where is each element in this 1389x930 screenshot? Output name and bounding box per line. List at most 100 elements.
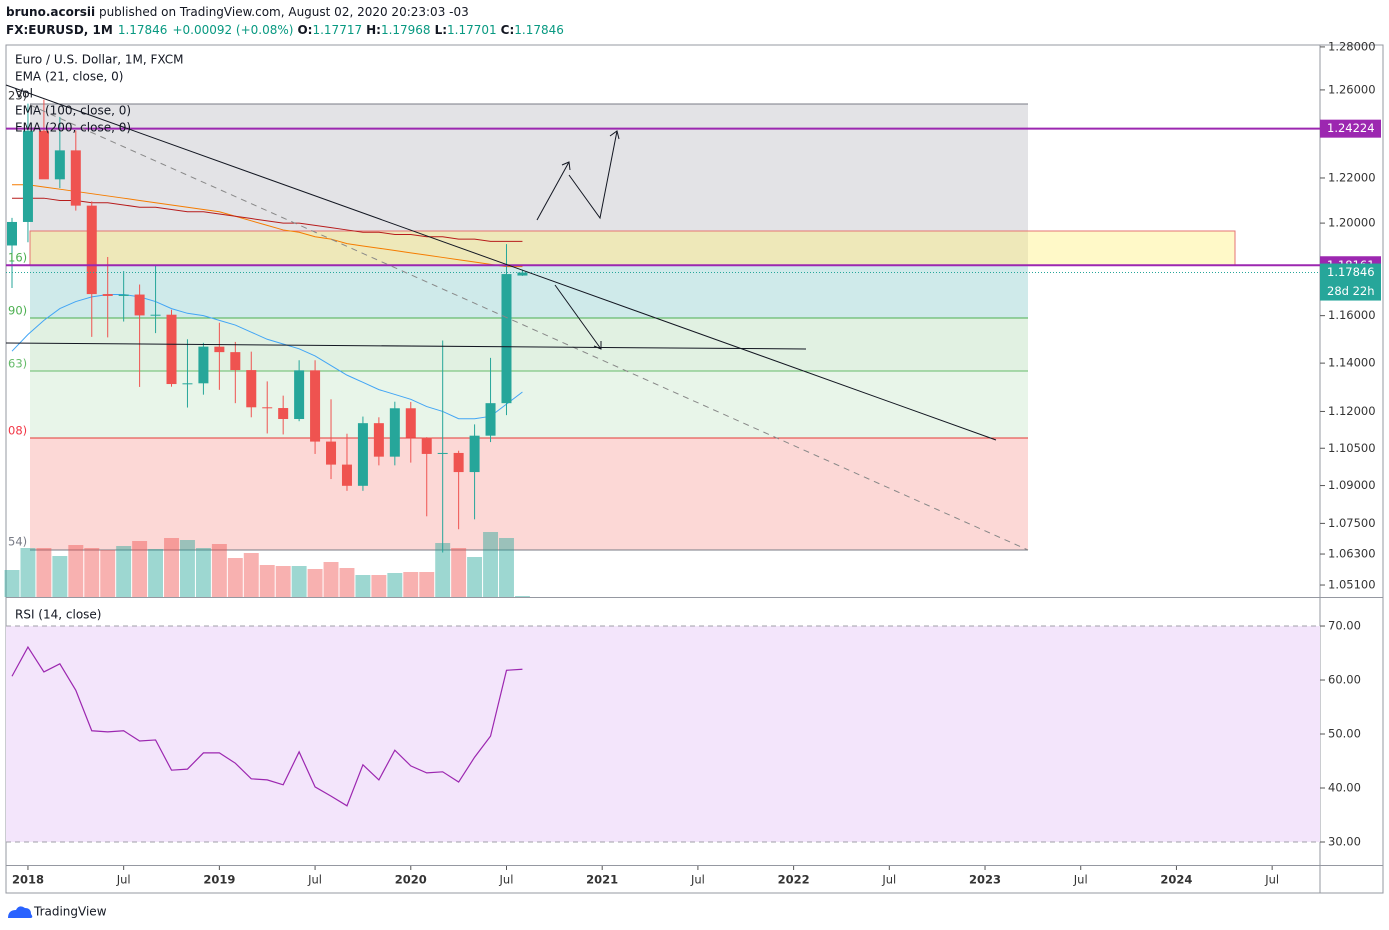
- fib-label: 08): [8, 424, 27, 438]
- price-label-box: [1320, 119, 1381, 138]
- y-tick-label: 1.22000: [1328, 170, 1376, 184]
- volume-bar: [20, 548, 36, 597]
- yellow-box: [29, 230, 1236, 266]
- y-tick-label: 1.14000: [1328, 356, 1376, 370]
- candle-body: [134, 294, 145, 316]
- volume-bar: [227, 558, 243, 597]
- fib-label: 16): [8, 251, 27, 265]
- fib-label: 63): [8, 357, 27, 371]
- change: +0.00092 (+0.08%): [172, 23, 293, 37]
- last-price-label: 1.17846: [1327, 265, 1375, 279]
- volume-bar: [84, 548, 100, 597]
- volume-bar: [211, 544, 227, 597]
- candle-body: [7, 221, 17, 246]
- candle-body: [373, 423, 384, 457]
- candle-body: [341, 464, 352, 486]
- volume-bar: [339, 568, 355, 597]
- candle-body: [437, 452, 448, 454]
- x-tick-label: Jul: [1264, 873, 1279, 887]
- volume-bar: [259, 565, 275, 597]
- fib-label: 23): [8, 89, 27, 103]
- y-tick-label: 1.09000: [1328, 478, 1376, 492]
- ema-line: [11, 294, 523, 420]
- candle-body: [230, 352, 241, 371]
- candle-body: [405, 408, 416, 438]
- candle-body: [485, 403, 496, 436]
- volume-bar: [116, 546, 132, 597]
- y-tick-label: 30.00: [1328, 834, 1361, 848]
- volume-bar: [307, 569, 323, 597]
- volume-bar: [499, 538, 514, 597]
- candle-body: [246, 370, 257, 408]
- x-tick-label: Jul: [1073, 873, 1088, 887]
- candle-body: [453, 452, 464, 473]
- candle-body: [70, 150, 81, 206]
- volume-bar: [243, 553, 259, 597]
- frame: [5, 44, 1384, 894]
- last-price: 1.17846: [118, 23, 168, 37]
- x-tick-label: Jul: [116, 873, 131, 887]
- o-label: O:: [297, 23, 312, 37]
- legend-entry: EMA (21, close, 0): [15, 70, 123, 84]
- volume-bar: [387, 573, 403, 597]
- candle-body: [294, 370, 305, 420]
- countdown: 28d 22h: [1327, 284, 1375, 298]
- volume-bar: [514, 596, 530, 597]
- volume-bar: [68, 545, 84, 597]
- candle-body: [102, 294, 113, 296]
- c-label: C:: [501, 23, 515, 37]
- fib-label: 54): [8, 535, 27, 549]
- volume-bar: [148, 549, 164, 597]
- y-tick-label: 50.00: [1328, 727, 1361, 741]
- volume-bar: [195, 548, 211, 597]
- candle-body: [469, 435, 480, 473]
- y-tick-label: 60.00: [1328, 673, 1361, 687]
- volume-bar: [100, 550, 116, 597]
- arrow-head: [561, 161, 571, 171]
- author: bruno.acorsii: [6, 5, 95, 19]
- candle-body: [118, 294, 129, 296]
- arrow-head: [593, 341, 602, 350]
- candle-body: [214, 346, 225, 353]
- x-tick-label: Jul: [499, 873, 514, 887]
- candle-body: [38, 130, 49, 180]
- last-price-box: [1320, 263, 1381, 301]
- volume-bar: [435, 543, 451, 597]
- drawings: [5, 84, 1029, 551]
- h-label: H:: [366, 23, 381, 37]
- published: published on TradingView.com, August 02,…: [95, 5, 469, 19]
- y-tick-label: 1.12000: [1328, 404, 1376, 418]
- volume-bar: [4, 570, 20, 597]
- x-tick-label: Jul: [307, 873, 322, 887]
- low: 1.17701: [447, 23, 497, 37]
- fib-zone: [30, 371, 1028, 438]
- volume-bar: [467, 557, 483, 597]
- volume-bar: [52, 556, 68, 597]
- y-tick-label: 1.05100: [1328, 578, 1376, 592]
- volume-bar: [323, 562, 339, 597]
- volume-bar: [132, 541, 148, 597]
- x-tick-label: Jul: [690, 873, 705, 887]
- candle-body: [198, 346, 209, 384]
- candle-body: [182, 383, 193, 385]
- candle-body: [262, 407, 273, 409]
- y-tick-label: 1.10500: [1328, 441, 1376, 455]
- symbol: FX:EURUSD, 1M: [6, 23, 113, 37]
- candle-body: [278, 408, 289, 420]
- trendline: [5, 84, 997, 441]
- fib-zone: [30, 104, 1028, 265]
- quote-line: FX:EURUSD, 1M 1.17846 +0.00092 (+0.08%) O: 1…: [6, 23, 564, 37]
- candle-body: [22, 130, 33, 222]
- rsi-band: [6, 626, 1320, 842]
- candle-body: [310, 370, 321, 442]
- volume-bar: [403, 572, 419, 597]
- candle-body: [54, 150, 65, 180]
- header-line: bruno.acorsii published on TradingView.c…: [6, 5, 469, 19]
- legend-entry: EMA (100, close, 0): [15, 104, 131, 118]
- candle-body: [389, 408, 400, 457]
- price-marks: [4, 99, 1320, 843]
- candle-body: [357, 423, 368, 486]
- arrow: [568, 130, 618, 220]
- x-tick-label: 2024: [1160, 873, 1192, 887]
